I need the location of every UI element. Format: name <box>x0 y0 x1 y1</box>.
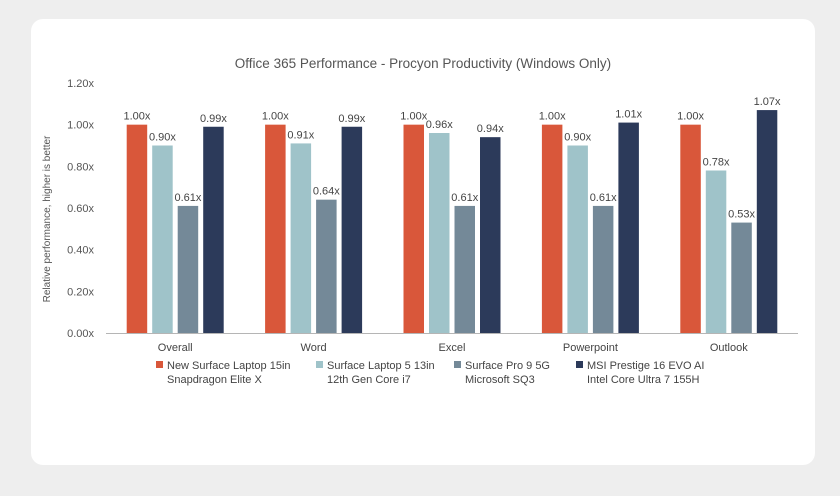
bar-data-label: 0.94x <box>477 123 504 135</box>
y-tick-label: 0.00x <box>67 328 94 340</box>
x-category-label: Word <box>301 342 327 354</box>
legend-entry-label: Surface Laptop 5 13in <box>327 360 435 372</box>
bar <box>203 126 224 333</box>
bar-data-label: 1.00x <box>400 111 427 123</box>
y-tick-label: 1.20x <box>67 78 94 90</box>
bar <box>756 110 778 333</box>
bar-data-label: 0.61x <box>174 192 201 204</box>
bar-data-label: 0.96x <box>426 119 453 131</box>
bar <box>152 145 173 333</box>
bar-data-label: 0.78x <box>703 157 730 169</box>
bar <box>680 124 701 334</box>
bar-data-label: 1.00x <box>262 111 289 123</box>
x-category-label: Excel <box>439 342 466 354</box>
bar <box>126 124 148 334</box>
legend-swatch <box>454 361 461 368</box>
y-axis-label: Relative performance, higher is better <box>42 135 53 302</box>
legend-entry-label: MSI Prestige 16 EVO AI <box>587 360 704 372</box>
y-tick-label: 0.60x <box>67 203 94 215</box>
legend-swatch <box>156 361 163 368</box>
chart-title: Office 365 Performance - Procyon Product… <box>235 56 611 71</box>
bar-data-label: 1.00x <box>539 111 566 123</box>
bar-data-label: 0.64x <box>313 186 340 198</box>
bar <box>592 205 614 333</box>
bar <box>731 222 752 333</box>
bar <box>618 122 639 333</box>
bar-data-label: 0.91x <box>287 129 314 141</box>
x-category-label: Overall <box>158 342 193 354</box>
chart-card: Office 365 Performance - Procyon Product… <box>31 19 815 465</box>
y-tick-label: 1.00x <box>67 120 94 132</box>
bar-data-label: 1.00x <box>123 111 150 123</box>
bar <box>403 124 424 334</box>
legend-swatch <box>316 361 323 368</box>
bar <box>341 126 363 333</box>
bar <box>265 124 286 334</box>
bar-data-label: 0.90x <box>564 132 591 144</box>
x-category-label: Outlook <box>710 342 748 354</box>
bar-data-label: 0.61x <box>590 192 617 204</box>
bar-data-label: 0.61x <box>451 192 478 204</box>
bar-data-label: 0.99x <box>338 113 365 125</box>
bar <box>316 199 337 333</box>
legend-entry-label: Snapdragon Elite X <box>167 374 262 386</box>
x-category-label: Powerpoint <box>563 342 618 354</box>
bar <box>454 205 475 333</box>
bar <box>429 133 450 333</box>
legend-entry-label: New Surface Laptop 15in <box>167 360 291 372</box>
legend-entry-label: Microsoft SQ3 <box>465 374 535 386</box>
bar <box>177 205 199 333</box>
bar <box>541 124 563 334</box>
legend-entry-label: 12th Gen Core i7 <box>327 374 411 386</box>
bar <box>705 170 727 333</box>
bar-data-label: 1.01x <box>615 109 642 121</box>
legend-swatch <box>576 361 583 368</box>
bar-chart: Office 365 Performance - Procyon Product… <box>42 56 798 386</box>
bar-data-label: 0.99x <box>200 113 227 125</box>
y-tick-label: 0.40x <box>67 245 94 257</box>
y-tick-label: 0.80x <box>67 161 94 173</box>
bar-data-label: 0.53x <box>728 209 755 221</box>
bar-data-label: 1.07x <box>754 96 781 108</box>
bar <box>480 137 501 333</box>
bar <box>567 145 588 333</box>
bar <box>290 143 312 333</box>
legend-entry-label: Surface Pro 9 5G <box>465 360 550 372</box>
bar-data-label: 0.90x <box>149 132 176 144</box>
y-tick-label: 0.20x <box>67 286 94 298</box>
bar-data-label: 1.00x <box>677 111 704 123</box>
legend-entry-label: Intel Core Ultra 7 155H <box>587 374 700 386</box>
